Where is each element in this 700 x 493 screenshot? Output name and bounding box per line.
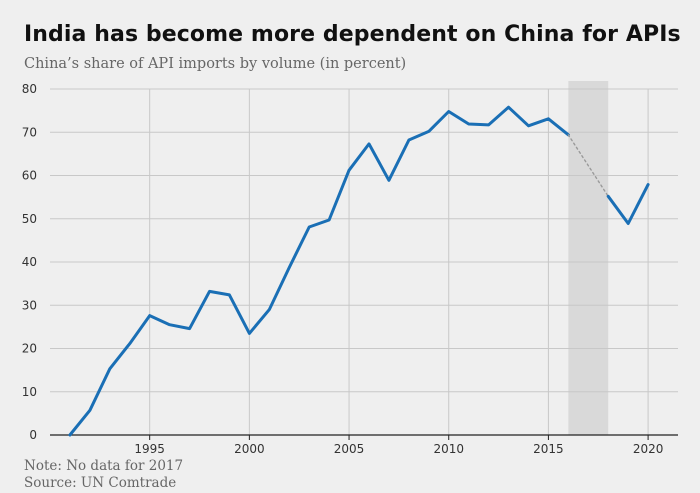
y-tick-label-70: 70 — [22, 125, 37, 139]
axis-layer — [50, 434, 678, 440]
y-tick-label-0: 0 — [29, 428, 37, 442]
y-tick-label-50: 50 — [22, 212, 37, 226]
x-tick-label-2015: 2015 — [533, 442, 564, 456]
x-tick-label-2000: 2000 — [234, 442, 265, 456]
x-tick-label-1995: 1995 — [134, 442, 165, 456]
chart-note: Note: No data for 2017 — [24, 458, 184, 474]
chart-source: Source: UN Comtrade — [24, 475, 177, 491]
no-data-band — [568, 81, 609, 435]
shaded-region-layer — [568, 81, 609, 435]
chart-title: India has become more dependent on China… — [24, 22, 681, 47]
x-tick-label-2020: 2020 — [633, 442, 664, 456]
x-tick-label-2005: 2005 — [334, 442, 365, 456]
grid-layer — [50, 88, 678, 435]
y-tick-label-60: 60 — [22, 169, 37, 183]
y-tick-label-80: 80 — [22, 82, 37, 96]
y-tick-label-40: 40 — [22, 255, 37, 269]
y-tick-label-10: 10 — [22, 385, 37, 399]
tick-label-layer: 0 10 20 30 40 50 60 70 80 1995 2000 2005 2010 2015 202… — [22, 82, 664, 456]
y-tick-label-30: 30 — [22, 298, 37, 312]
chart-subtitle: China’s share of API imports by volume (… — [24, 56, 407, 72]
series-line-segment-1 — [68, 105, 570, 437]
y-tick-label-20: 20 — [22, 342, 37, 356]
series-line-segment-3 — [606, 183, 650, 225]
series-line-segment-2 — [567, 134, 609, 198]
x-tick-label-2010: 2010 — [433, 442, 464, 456]
series-layer — [68, 105, 650, 437]
